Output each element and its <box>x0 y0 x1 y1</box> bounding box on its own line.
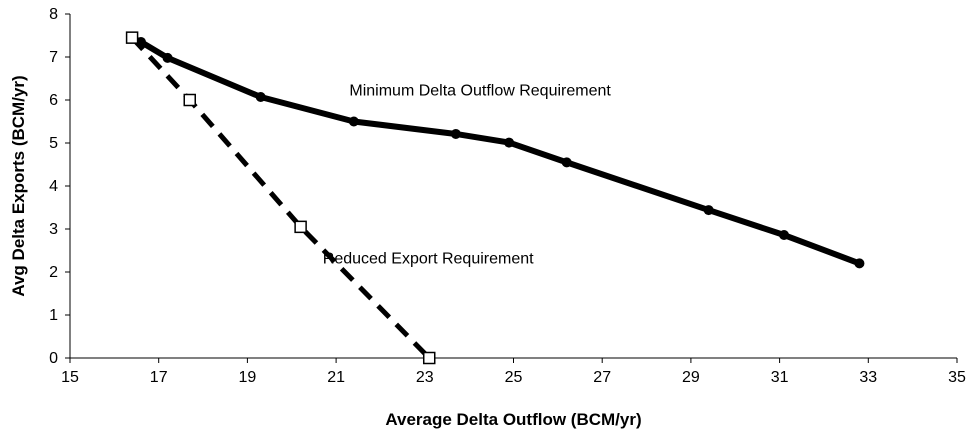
x-axis-title: Average Delta Outflow (BCM/yr) <box>385 410 641 429</box>
minimum-delta-outflow-requirement-point <box>450 128 461 139</box>
x-tick-label: 21 <box>327 369 345 386</box>
x-tick-label: 31 <box>771 369 789 386</box>
x-tick-label: 23 <box>416 369 434 386</box>
x-tick-label: 15 <box>61 369 79 386</box>
y-tick-label: 6 <box>49 92 58 109</box>
x-tick-label: 25 <box>505 369 523 386</box>
minimum-delta-outflow-requirement-line <box>130 34 861 267</box>
y-tick-label: 3 <box>49 221 58 238</box>
y-tick-label: 8 <box>49 6 58 23</box>
x-tick-label: 27 <box>593 369 611 386</box>
reduced-export-requirement-line <box>130 35 432 360</box>
reduced-export-requirement-point <box>294 220 307 234</box>
x-tick-label: 33 <box>859 369 877 386</box>
series-annotation: Reduced Export Requirement <box>323 250 534 267</box>
reduced-export-requirement-point <box>183 93 196 107</box>
y-tick-label: 4 <box>49 178 58 195</box>
x-tick-label: 29 <box>682 369 700 386</box>
reduced-export-requirement-point <box>125 31 139 44</box>
minimum-delta-outflow-requirement-point <box>162 52 173 63</box>
minimum-delta-outflow-requirement-point <box>703 205 714 216</box>
y-axis-title: Avg Delta Exports (BCM/yr) <box>9 75 28 296</box>
reduced-export-requirement-point <box>422 351 436 365</box>
minimum-delta-outflow-requirement-point <box>255 91 266 102</box>
y-tick-label: 5 <box>49 135 58 152</box>
minimum-delta-outflow-requirement-point <box>779 230 790 241</box>
series-annotation: Minimum Delta Outflow Requirement <box>349 83 611 100</box>
x-tick-label: 17 <box>150 369 168 386</box>
y-tick-label: 0 <box>49 350 58 367</box>
minimum-delta-outflow-requirement-point <box>561 157 572 168</box>
y-axis-ticks: 0 1 2 3 4 5 6 7 8 <box>49 6 70 367</box>
minimum-delta-outflow-requirement-point <box>504 137 515 148</box>
axes <box>69 14 957 359</box>
x-axis-ticks: 15 17 19 21 23 25 27 29 31 33 35 <box>61 358 966 386</box>
y-tick-label: 7 <box>49 49 58 66</box>
series-layer <box>125 31 865 365</box>
y-tick-label: 2 <box>49 264 58 281</box>
annotation-layer: Minimum Delta Outflow Requirement Reduced… <box>323 83 612 268</box>
x-tick-label: 19 <box>239 369 257 386</box>
x-tick-label: 35 <box>948 369 966 386</box>
y-tick-label: 1 <box>49 307 58 324</box>
minimum-delta-outflow-requirement-point <box>854 258 865 269</box>
minimum-delta-outflow-requirement-point <box>348 116 359 127</box>
